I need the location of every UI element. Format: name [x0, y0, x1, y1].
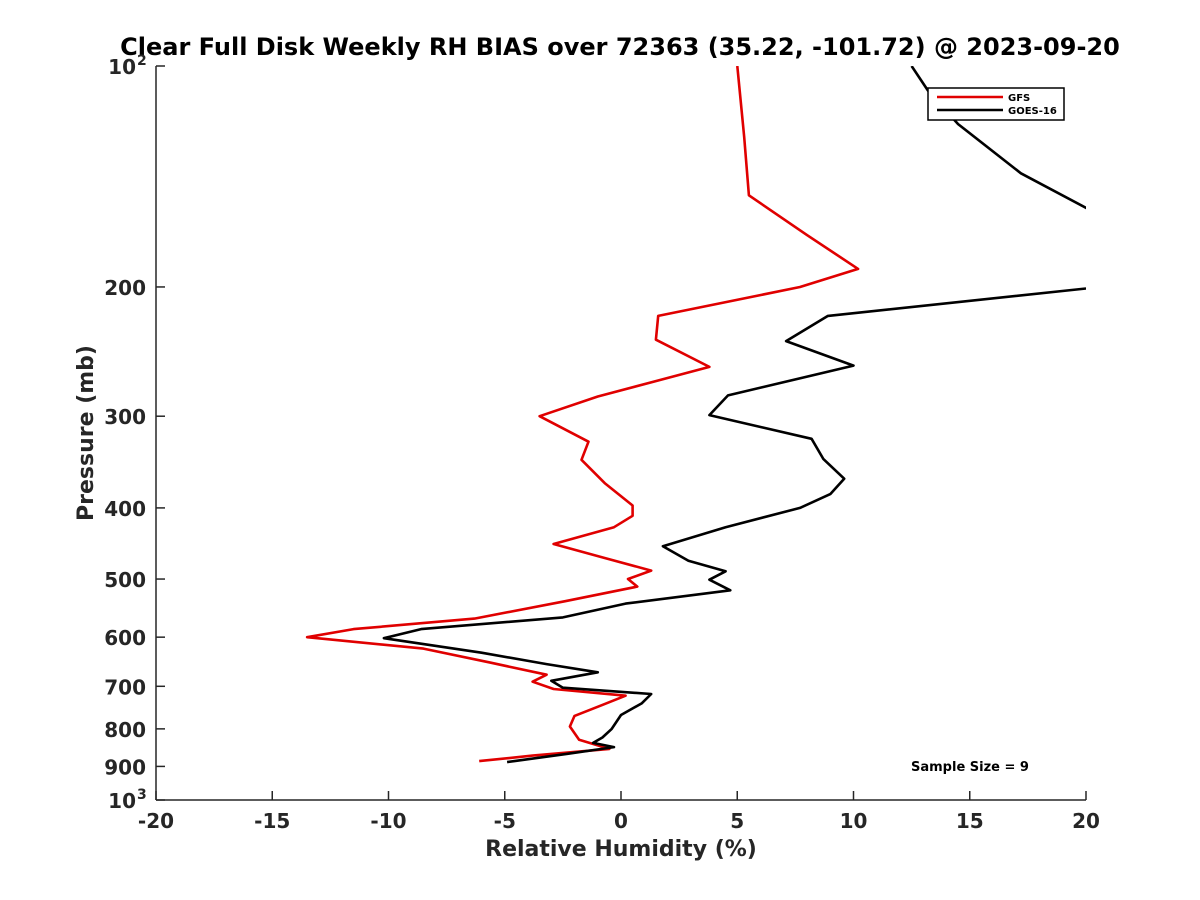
x-tick-label: 20	[1072, 809, 1100, 833]
x-tick-label: -5	[494, 809, 516, 833]
x-tick-label: -20	[138, 809, 174, 833]
x-tick-label: 10	[840, 809, 868, 833]
y-tick-label: 600	[104, 626, 146, 650]
y-axis-label: Pressure (mb)	[74, 345, 99, 521]
legend-box	[927, 87, 1065, 121]
y-tick-label: 400	[104, 497, 146, 521]
series-line-gfs	[305, 66, 860, 763]
x-tick-label: 15	[956, 809, 984, 833]
y-tick-label: 900	[104, 755, 146, 779]
y-tick-label: 10	[108, 789, 136, 813]
x-tick-label: 0	[614, 809, 628, 833]
y-tick-label: 700	[104, 675, 146, 699]
x-tick-label: 5	[730, 809, 744, 833]
y-tick-label: 200	[104, 276, 146, 300]
y-tick-label: 10	[108, 55, 136, 79]
x-ticks: -20 -15 -10 -5 0 5 10 15 20	[138, 791, 1100, 833]
y-tick-label: 500	[104, 568, 146, 592]
x-axis-label: Relative Humidity (%)	[485, 837, 757, 862]
legend-label-goes16: GOES-16	[1008, 106, 1057, 117]
legend-label-gfs: GFS	[1008, 93, 1030, 104]
sample-size-annotation: Sample Size = 9	[911, 760, 1029, 775]
series-layer	[305, 66, 1086, 764]
y-tick-exponent: 3	[137, 787, 147, 803]
y-tick-exponent: 2	[137, 53, 147, 69]
series-line-goes16	[382, 66, 1086, 764]
y-tick-label: 300	[104, 405, 146, 429]
x-tick-label: -15	[254, 809, 290, 833]
legend: GFS GOES-16	[927, 87, 1065, 121]
x-tick-label: -10	[370, 809, 406, 833]
chart-title: Clear Full Disk Weekly RH BIAS over 7236…	[120, 33, 1120, 61]
axes-layer	[155, 66, 1086, 801]
y-tick-label: 800	[104, 718, 146, 742]
